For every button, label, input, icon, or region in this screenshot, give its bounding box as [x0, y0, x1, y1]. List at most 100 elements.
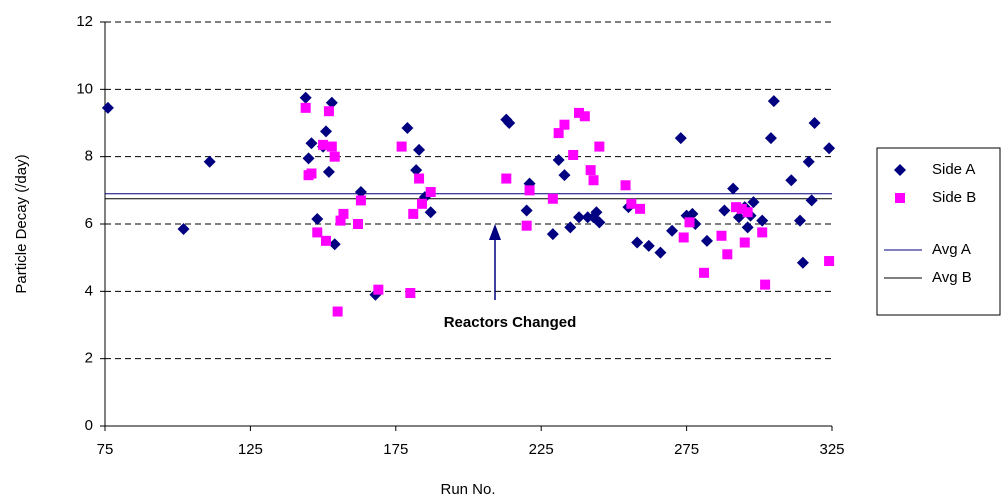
point	[808, 117, 821, 129]
point	[335, 215, 346, 226]
y-tick-label: 10	[76, 80, 93, 97]
point	[756, 214, 769, 227]
point	[823, 142, 836, 155]
point	[686, 207, 699, 220]
point	[328, 238, 341, 251]
point	[405, 288, 416, 299]
point	[727, 182, 740, 195]
point	[594, 141, 605, 152]
point	[332, 306, 343, 317]
point	[642, 239, 655, 252]
point	[322, 165, 335, 178]
point	[736, 203, 747, 214]
y-axis-title: Particle Decay (/day)	[13, 154, 30, 293]
point	[352, 219, 363, 229]
point	[425, 187, 436, 198]
x-tick-label: 125	[238, 441, 263, 458]
point	[312, 227, 323, 238]
point	[503, 117, 516, 129]
point	[684, 217, 695, 228]
point	[742, 207, 753, 218]
y-tick-label: 12	[76, 13, 93, 30]
point	[320, 125, 333, 138]
point	[699, 267, 710, 278]
point	[626, 198, 637, 209]
point	[732, 211, 745, 224]
annotation-arrowhead	[489, 224, 501, 240]
point	[654, 246, 667, 259]
point	[620, 180, 631, 191]
point	[767, 95, 780, 108]
point	[678, 232, 689, 243]
x-tick-label: 175	[383, 441, 408, 458]
point	[500, 113, 513, 126]
legend-label: Side A	[932, 161, 975, 178]
point	[414, 173, 425, 184]
point	[635, 203, 646, 214]
point	[700, 234, 713, 247]
point	[101, 101, 114, 114]
point	[501, 173, 512, 184]
legend-label: Avg B	[932, 269, 972, 286]
point	[321, 235, 332, 246]
point	[747, 196, 760, 209]
point	[300, 102, 311, 113]
point	[424, 206, 437, 219]
y-tick-label: 4	[85, 282, 93, 299]
point	[802, 155, 815, 168]
point	[593, 216, 606, 229]
point	[666, 224, 679, 237]
point	[547, 193, 558, 204]
point	[177, 223, 190, 236]
point	[794, 214, 807, 227]
point	[739, 237, 750, 248]
point	[521, 220, 532, 231]
point	[716, 230, 727, 241]
legend-marker	[894, 164, 906, 176]
point	[796, 256, 809, 269]
point	[722, 249, 733, 260]
y-tick-label: 6	[85, 215, 93, 232]
point	[416, 198, 427, 209]
point	[731, 202, 742, 213]
point	[305, 137, 318, 150]
point	[631, 236, 644, 249]
point	[568, 149, 579, 160]
point	[408, 208, 419, 219]
point	[579, 111, 590, 122]
point	[396, 141, 407, 152]
point	[520, 204, 533, 217]
x-axis-title: Run No.	[440, 481, 495, 498]
point	[413, 143, 426, 156]
point	[674, 132, 687, 145]
y-tick-label: 8	[85, 148, 93, 165]
point	[553, 128, 564, 139]
y-tick-label: 0	[85, 417, 93, 434]
point	[805, 194, 818, 207]
x-tick-label: 275	[674, 441, 699, 458]
point	[410, 164, 423, 177]
point	[354, 186, 367, 199]
legend-label: Avg A	[932, 241, 971, 258]
point	[329, 151, 340, 162]
point	[757, 227, 768, 238]
legend-box	[876, 147, 1001, 316]
point	[311, 212, 324, 225]
point	[574, 107, 585, 118]
x-tick-label: 225	[529, 441, 554, 458]
annotation: Reactors Changed	[444, 314, 577, 331]
point	[824, 256, 835, 267]
point	[764, 132, 777, 145]
point	[590, 206, 603, 219]
legend-marker	[895, 193, 905, 203]
point	[306, 168, 317, 179]
point	[588, 175, 599, 186]
point	[559, 119, 570, 130]
point	[546, 228, 559, 241]
legend-label: Side B	[932, 189, 976, 206]
point	[338, 208, 349, 219]
point	[325, 96, 338, 109]
point	[299, 91, 312, 104]
point	[585, 165, 596, 176]
